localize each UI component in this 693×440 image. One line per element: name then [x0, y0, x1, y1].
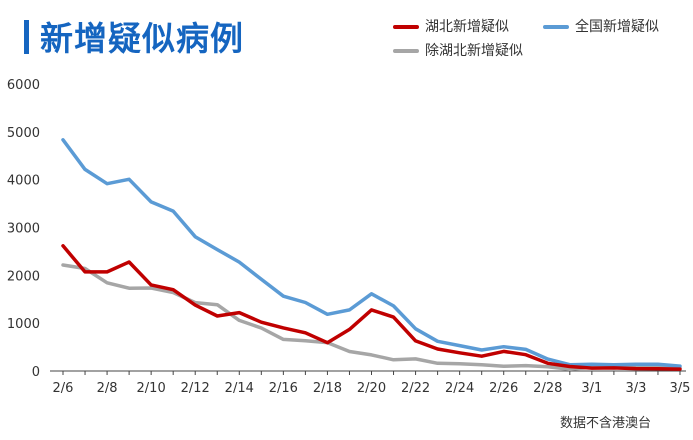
x-tick-label: 2/18 [313, 381, 342, 396]
x-tick-label: 3/1 [581, 381, 602, 396]
x-tick-label: 3/3 [625, 381, 646, 396]
legend-swatch-hubei [393, 25, 419, 29]
x-tick-label: 2/12 [181, 381, 210, 396]
legend-item-national: 全国新增疑似 [543, 16, 659, 36]
x-tick-label: 2/8 [97, 381, 118, 396]
series-line-0 [61, 244, 682, 371]
y-tick-label: 0 [32, 365, 40, 380]
y-tick-label: 5000 [7, 126, 40, 141]
y-tick-label: 6000 [7, 78, 40, 93]
y-tick-label: 4000 [7, 174, 40, 189]
y-tick-label: 3000 [7, 222, 40, 237]
legend-swatch-national [543, 25, 569, 29]
x-tick-label: 2/24 [445, 381, 474, 396]
x-tick-label: 2/6 [53, 381, 74, 396]
x-tick-label: 2/20 [357, 381, 386, 396]
legend-swatch-excl-hubei [393, 49, 419, 53]
x-tick-label: 2/14 [225, 381, 254, 396]
legend-item-excl-hubei: 除湖北新增疑似 [393, 40, 523, 60]
chart-title: 新增疑似病例 [40, 19, 244, 58]
y-tick-label: 1000 [7, 317, 40, 332]
y-tick-label: 2000 [7, 269, 40, 284]
series-line-1 [61, 138, 682, 368]
legend-item-hubei: 湖北新增疑似 [393, 16, 509, 36]
title-accent-bar [24, 20, 29, 54]
chart-series [61, 138, 682, 371]
x-tick-label: 2/22 [401, 381, 430, 396]
x-tick-label: 2/28 [533, 381, 562, 396]
footnote: 数据不含港澳台 [559, 416, 651, 431]
legend-label-national: 全国新增疑似 [575, 19, 659, 35]
legend-label-hubei: 湖北新增疑似 [425, 19, 509, 35]
x-tick-label: 2/10 [137, 381, 166, 396]
series-line-2 [61, 263, 682, 371]
x-tick-label: 2/16 [269, 381, 298, 396]
x-tick-label: 3/5 [670, 381, 691, 396]
x-tick-label: 2/26 [489, 381, 518, 396]
legend-label-excl-hubei: 除湖北新增疑似 [425, 43, 523, 59]
chart-axes: 0 1000 2000 3000 4000 5000 6000 2/6 2/8 2/10 2/12 2… [7, 78, 691, 396]
